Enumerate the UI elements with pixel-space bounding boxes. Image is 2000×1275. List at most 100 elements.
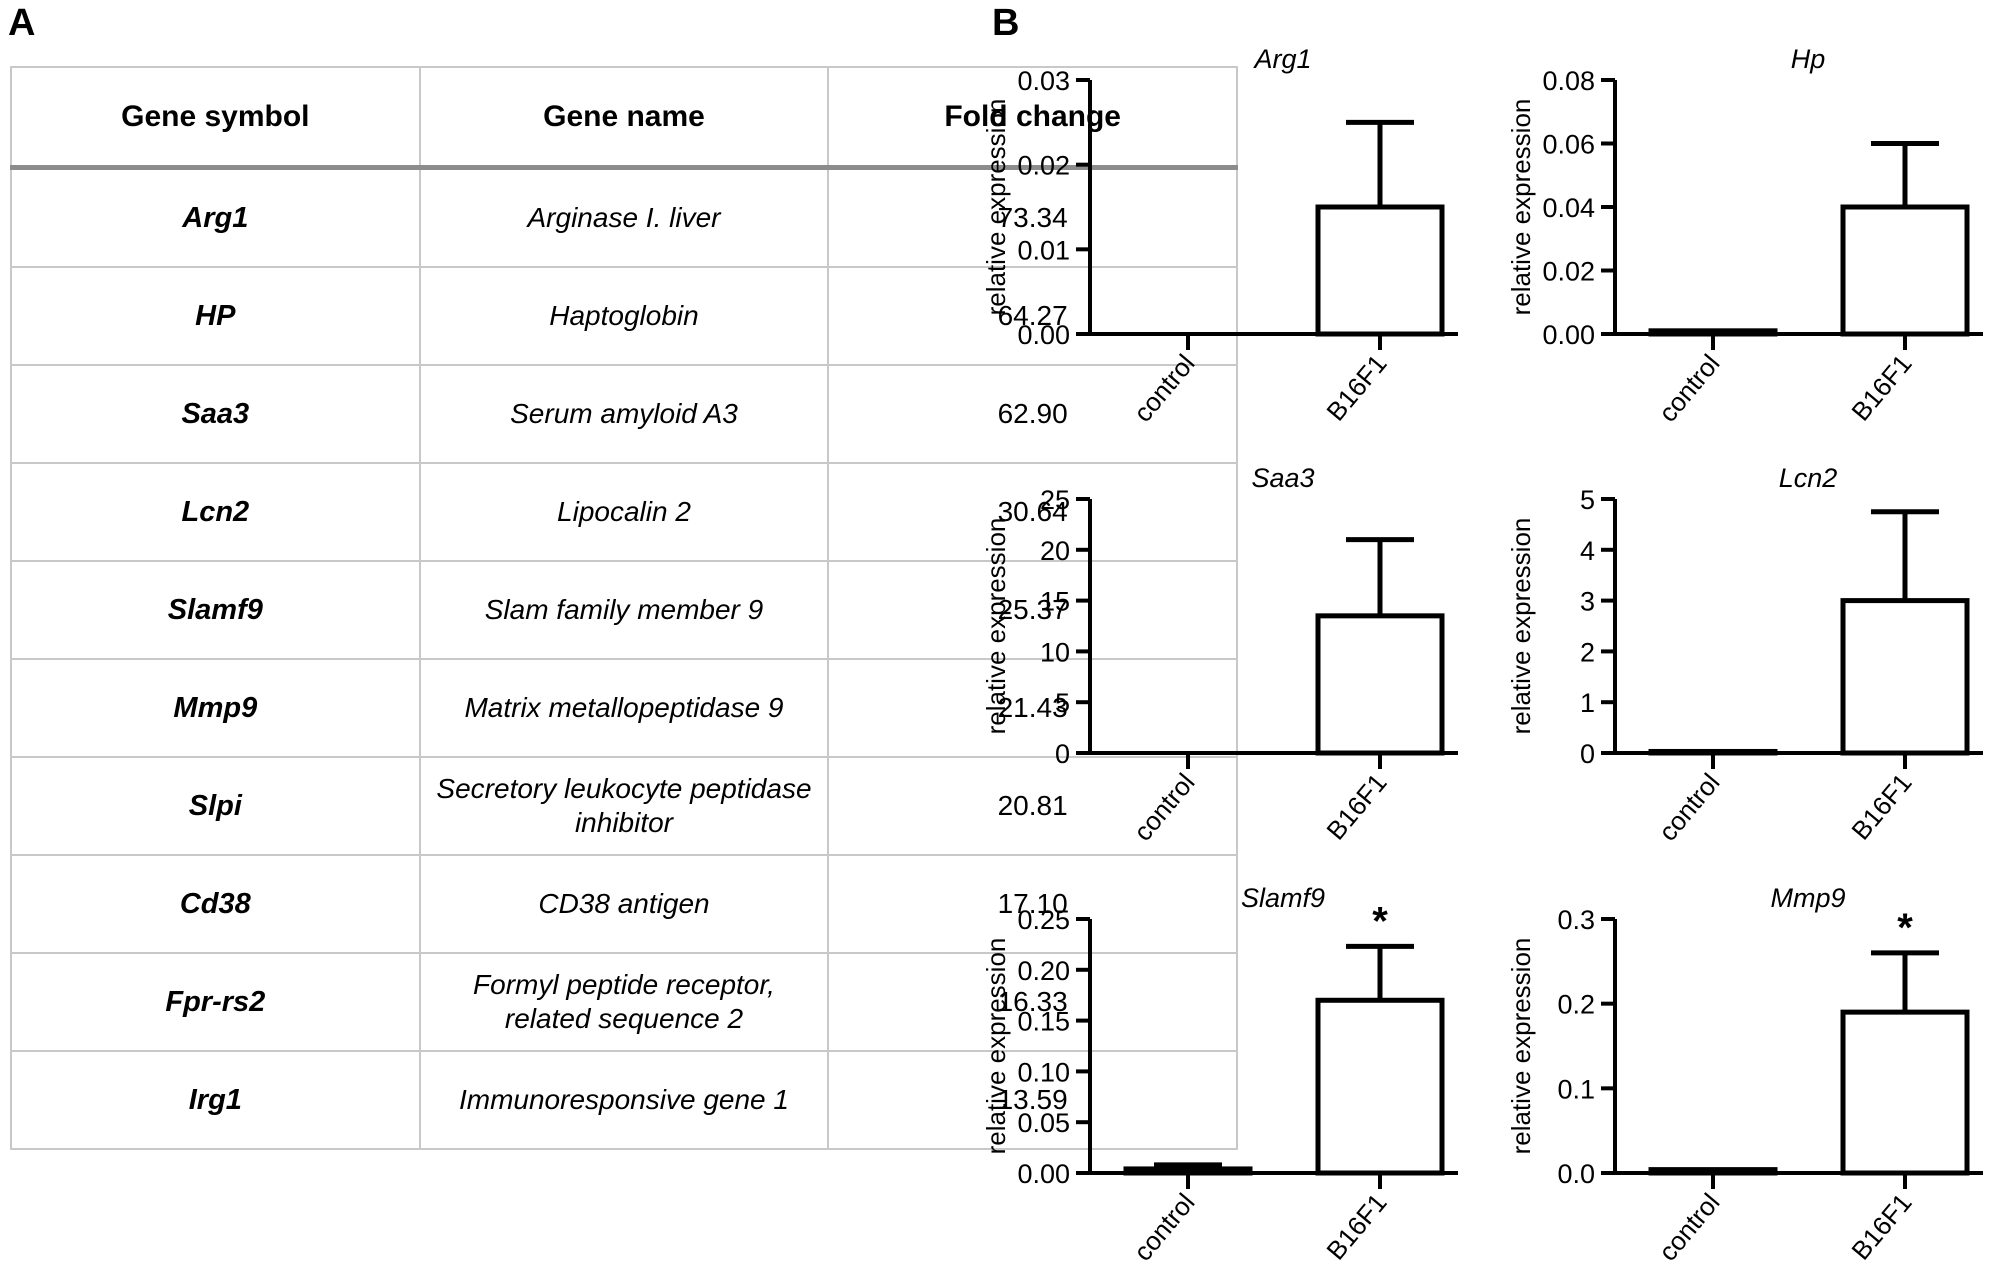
table-row: Mmp9 Matrix metallopeptidase 9 21.43	[10, 658, 1238, 758]
fold-change-cell: 21.43	[827, 658, 1238, 758]
y-tick-label: 0.1	[1557, 1074, 1595, 1104]
x-category-label: B16F1	[1845, 1188, 1917, 1266]
y-tick-label: 1	[1580, 688, 1595, 718]
x-category-label: B16F1	[1320, 768, 1392, 846]
y-tick-label: 0.08	[1542, 66, 1595, 96]
gene-symbol-cell: Saa3	[10, 364, 421, 464]
table-header-row: Gene symbol Gene name Fold change	[10, 66, 1238, 170]
y-tick-label: 0	[1580, 739, 1595, 769]
y-tick-label: 0.00	[1017, 1159, 1070, 1189]
panel-label-a: A	[8, 2, 36, 44]
x-category-label: B16F1	[1320, 1188, 1392, 1266]
bar-b16f1	[1315, 997, 1445, 1176]
table-row: Saa3 Serum amyloid A3 62.90	[10, 364, 1238, 464]
y-tick-label: 0.3	[1557, 905, 1595, 935]
y-tick-label: 5	[1055, 688, 1070, 718]
y-tick-label: 0.0	[1557, 1159, 1595, 1189]
header-gene-name: Gene name	[418, 66, 830, 170]
gene-name-cell: Secretory leukocyte peptidase inhibitor	[418, 756, 830, 856]
x-category-label: control	[1652, 768, 1725, 847]
chart-title: Lcn2	[1779, 463, 1838, 493]
x-category-label: control	[1127, 349, 1200, 428]
bar-b16f1	[1840, 598, 1970, 756]
gene-name-cell: Serum amyloid A3	[418, 364, 830, 464]
gene-symbol-cell: Fpr-rs2	[10, 952, 421, 1052]
gene-name-cell: Haptoglobin	[418, 266, 830, 366]
bar-control	[1648, 748, 1778, 756]
y-tick-label: 0.06	[1542, 130, 1595, 160]
table-row: Slamf9 Slam family member 9 25.37	[10, 560, 1238, 660]
fold-change-cell: 16.33	[827, 952, 1238, 1052]
y-axis-label: relative expression	[981, 938, 1011, 1155]
y-tick-label: 0.04	[1542, 193, 1595, 223]
y-tick-label: 5	[1580, 485, 1595, 515]
bar-b16f1	[1840, 1009, 1970, 1176]
fold-change-cell: 17.10	[827, 854, 1238, 954]
y-tick-label: 20	[1040, 536, 1070, 566]
y-tick-label: 0.01	[1017, 235, 1070, 265]
y-tick-label: 10	[1040, 637, 1070, 667]
table-row: HP Haptoglobin 64.27	[10, 266, 1238, 366]
fold-change-cell: 20.81	[827, 756, 1238, 856]
chart-title: Mmp9	[1770, 883, 1845, 913]
x-category-label: control	[1652, 1188, 1725, 1267]
table-row: Lcn2 Lipocalin 2 30.64	[10, 462, 1238, 562]
table-row: Arg1 Arginase I. liver 73.34	[10, 166, 1238, 268]
gene-name-cell: Immunoresponsive gene 1	[418, 1050, 830, 1150]
panel-label-b: B	[992, 2, 1020, 44]
x-category-label: control	[1127, 768, 1200, 847]
gene-symbol-cell: Slamf9	[10, 560, 421, 660]
bar-b16f1	[1315, 613, 1445, 756]
x-category-label: B16F1	[1320, 349, 1392, 427]
bar-control	[1648, 328, 1778, 337]
fold-change-cell: 73.34	[827, 166, 1238, 268]
fold-change-cell: 30.64	[827, 462, 1238, 562]
gene-symbol-cell: Slpi	[10, 756, 421, 856]
y-axis-label: relative expression	[1506, 518, 1536, 735]
gene-table: Gene symbol Gene name Fold change Arg1 A…	[10, 66, 1238, 1150]
y-tick-label: 4	[1580, 536, 1595, 566]
y-tick-label: 0.20	[1017, 956, 1070, 986]
gene-symbol-cell: HP	[10, 266, 421, 366]
table-row: Slpi Secretory leukocyte peptidase inhib…	[10, 756, 1238, 856]
header-fold-change: Fold change	[827, 66, 1238, 170]
bar-control	[1123, 1166, 1253, 1176]
y-tick-label: 0.10	[1017, 1057, 1070, 1087]
significance-marker: *	[1372, 899, 1388, 943]
gene-name-cell: Matrix metallopeptidase 9	[418, 658, 830, 758]
bar-b16f1	[1840, 204, 1970, 337]
y-tick-label: 0.05	[1017, 1108, 1070, 1138]
x-category-label: B16F1	[1845, 768, 1917, 846]
header-gene-symbol: Gene symbol	[10, 66, 421, 170]
chart-title: Arg1	[1252, 44, 1311, 74]
table-row: Fpr-rs2 Formyl peptide receptor, related…	[10, 952, 1238, 1052]
fold-change-cell: 62.90	[827, 364, 1238, 464]
y-tick-label: 25	[1040, 485, 1070, 515]
bar-control	[1648, 1167, 1778, 1176]
gene-name-cell: Formyl peptide receptor, related sequenc…	[418, 952, 830, 1052]
y-tick-label: 0.02	[1017, 151, 1070, 181]
chart-title: Saa3	[1251, 463, 1314, 493]
fold-change-cell: 64.27	[827, 266, 1238, 366]
x-category-label: control	[1127, 1188, 1200, 1267]
y-tick-label: 0.02	[1542, 257, 1595, 287]
x-category-label: B16F1	[1845, 349, 1917, 427]
gene-symbol-cell: Irg1	[10, 1050, 421, 1150]
significance-marker: *	[1897, 906, 1913, 950]
fold-change-cell: 25.37	[827, 560, 1238, 660]
y-tick-label: 0.15	[1017, 1007, 1070, 1037]
y-axis-label: relative expression	[981, 518, 1011, 735]
gene-symbol-cell: Mmp9	[10, 658, 421, 758]
y-tick-label: 0.00	[1017, 320, 1070, 350]
gene-symbol-cell: Cd38	[10, 854, 421, 954]
gene-name-cell: CD38 antigen	[418, 854, 830, 954]
bar-b16f1	[1315, 204, 1445, 337]
y-tick-label: 15	[1040, 587, 1070, 617]
y-axis-label: relative expression	[981, 99, 1011, 316]
table-row: Cd38 CD38 antigen 17.10	[10, 854, 1238, 954]
y-tick-label: 3	[1580, 587, 1595, 617]
gene-name-cell: Arginase I. liver	[418, 166, 830, 268]
chart-title: Hp	[1791, 44, 1826, 74]
gene-name-cell: Slam family member 9	[418, 560, 830, 660]
